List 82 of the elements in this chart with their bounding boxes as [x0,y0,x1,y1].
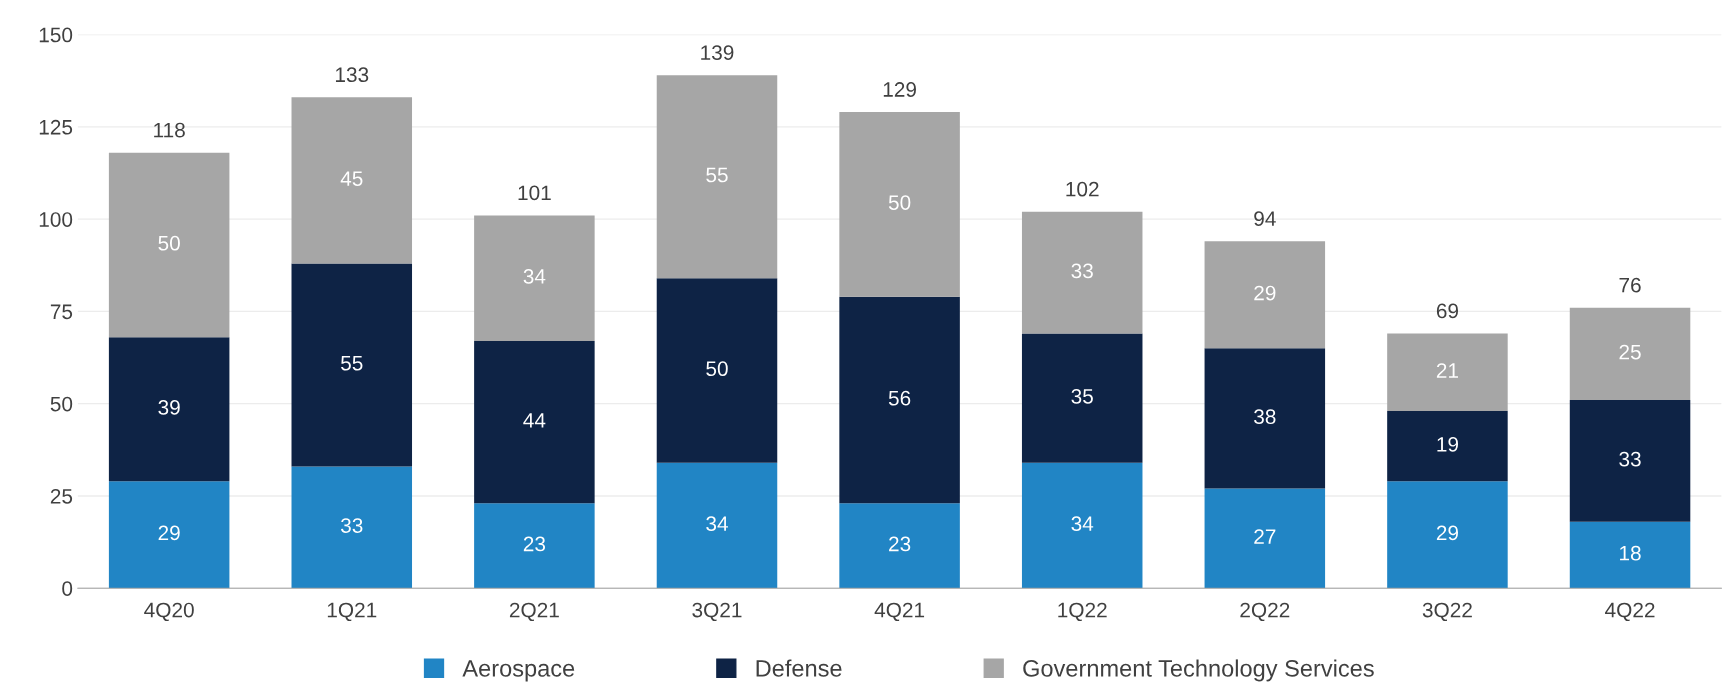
data-label: 23 [889,536,911,552]
bar [474,215,595,341]
data-label: 44 [523,413,546,428]
bar [474,503,595,589]
y-tick-label: 0 [62,581,73,596]
bar [1204,241,1326,349]
data-label: 27 [1254,529,1276,544]
data-label: 33 [340,518,363,533]
bar [108,337,230,482]
data-label: 29 [158,525,180,541]
bar [291,466,413,589]
y-tick-label: 100 [39,212,73,227]
data-label: 19 [1437,436,1459,452]
y-tick-label: 75 [50,304,73,320]
y-tick-label: 50 [50,396,73,412]
legend-label: Aerospace [462,660,575,682]
data-label: 55 [706,167,728,183]
bar [656,462,778,589]
x-tick-label: 1Q22 [1058,602,1107,622]
total-label: 94 [1254,211,1276,227]
x-tick-label: 3Q21 [692,602,742,622]
y-tick-label: 25 [50,488,73,504]
data-label: 50 [706,361,728,377]
x-tick-label: 4Q20 [144,602,194,622]
data-label: 34 [706,516,728,532]
data-label: 25 [1619,344,1641,360]
data-label: 35 [1071,388,1093,404]
x-tick-label: 2Q21 [509,602,559,622]
data-label: 18 [1620,545,1641,561]
total-label: 139 [701,45,734,60]
data-label: 38 [1254,409,1276,425]
total-label: 101 [518,185,551,201]
data-label: 29 [1254,285,1276,301]
legend-label: Defense [756,659,842,677]
bar [108,152,230,338]
bar [291,97,413,264]
x-tick-label: 2Q22 [1240,602,1290,622]
bar [291,263,413,467]
data-label: 39 [158,400,180,415]
y-tick-label: 125 [39,119,73,135]
x-tick-label: 4Q22 [1605,602,1655,622]
total-label: 133 [335,67,369,83]
bar [1569,399,1691,522]
bar [1204,488,1326,589]
data-label: 29 [1436,525,1459,541]
total-label: 129 [883,82,916,97]
data-label: 34 [523,269,546,284]
x-tick-label: 1Q21 [327,602,377,622]
data-label: 33 [1071,263,1093,279]
bar [1021,462,1143,589]
bar [1021,211,1143,334]
total-label: 76 [1619,277,1641,293]
bar [1387,411,1508,482]
bar [1204,348,1326,489]
bar [1021,333,1143,463]
bar [839,296,960,504]
data-label: 33 [1619,451,1641,467]
bar [1387,333,1508,412]
bar [839,503,960,589]
data-label: 56 [888,390,911,406]
x-tick-label: 4Q21 [874,602,925,622]
bar [656,75,778,279]
y-tick-label: 150 [39,27,73,43]
bar [656,278,778,463]
data-label: 45 [340,171,363,186]
bar [474,340,595,504]
total-label: 69 [1436,303,1459,319]
data-label: 34 [1071,516,1094,532]
data-label: 55 [341,355,363,371]
bar [1387,481,1508,589]
total-label: 118 [154,122,185,138]
bar [1569,307,1691,400]
data-label: 50 [158,235,180,251]
bar [839,112,960,297]
legend-label: Government Technology Services [1023,659,1374,682]
data-label: 21 [1436,363,1458,378]
data-label: 50 [888,195,911,210]
total-label: 102 [1066,181,1099,197]
x-tick-label: 3Q22 [1422,602,1472,622]
data-label: 23 [523,536,546,552]
bar [1569,521,1691,589]
bar [108,481,230,589]
